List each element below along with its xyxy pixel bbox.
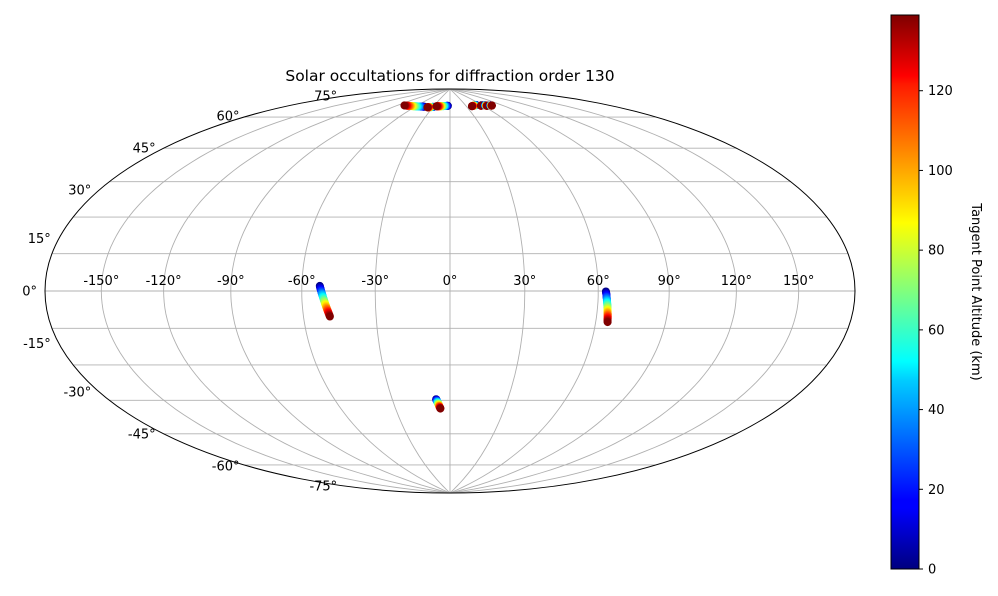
occultation-point <box>432 102 441 111</box>
lon-tick-label: -150° <box>83 274 119 289</box>
lat-tick-label: -15° <box>23 337 51 352</box>
lat-tick-label: 60° <box>216 110 239 125</box>
occultation-point <box>423 103 432 112</box>
lon-tick-label: 150° <box>783 274 814 289</box>
lon-tick-label: 30° <box>513 274 536 289</box>
lon-tick-label: -120° <box>146 274 182 289</box>
lon-tick-label: -60° <box>288 274 316 289</box>
lon-tick-label: 0° <box>443 274 458 289</box>
chart-title: Solar occultations for diffraction order… <box>285 67 614 85</box>
lat-tick-label: -30° <box>64 386 92 401</box>
occultation-point <box>325 312 334 321</box>
lat-tick-label: -75° <box>309 480 337 495</box>
lat-tick-label: -60° <box>212 459 240 474</box>
lon-tick-label: -90° <box>217 274 245 289</box>
colorbar-label: Tangent Point Altitude (km) <box>968 202 983 380</box>
lon-tick-label: 90° <box>658 274 681 289</box>
occultation-point <box>487 101 496 110</box>
lat-tick-label: -45° <box>128 427 156 442</box>
lat-tick-label: 0° <box>22 285 37 300</box>
lat-tick-label: 75° <box>314 89 337 104</box>
occultation-point <box>400 101 409 110</box>
colorbar-tick-label: 0 <box>928 563 936 578</box>
latitude-tick-labels: 75° 60° 45° 30° 15° 0° -15° -30° -45° -60° -75° <box>22 89 337 494</box>
lon-tick-label: 120° <box>721 274 752 289</box>
lat-tick-label: 30° <box>68 184 91 199</box>
occultation-points <box>315 101 612 413</box>
colorbar-gradient <box>890 14 920 570</box>
colorbar-tick-label: 40 <box>928 403 945 418</box>
colorbar-tick-label: 60 <box>928 323 945 338</box>
occultation-point <box>467 102 476 111</box>
colorbar-tick-label: 20 <box>928 483 945 498</box>
lat-tick-label: 45° <box>133 142 156 157</box>
map-outline <box>44 88 856 494</box>
colorbar: 0 20 40 60 80 100 120 Tangent Point Altitude (… <box>890 14 983 578</box>
occultation-point <box>436 404 445 413</box>
occultation-point <box>603 318 612 327</box>
map-area: -150° -120° -90° -60° -30° 0° 30° 60° 90° 120° 150… <box>22 88 856 495</box>
longitude-tick-labels: -150° -120° -90° -60° -30° 0° 30° 60° 90° 120° 150… <box>83 274 814 289</box>
lat-tick-label: 15° <box>28 232 51 247</box>
lon-tick-label: 60° <box>587 274 610 289</box>
colorbar-tick-label: 120 <box>928 84 953 99</box>
colorbar-tick-label: 100 <box>928 164 953 179</box>
lon-tick-label: -30° <box>361 274 389 289</box>
colorbar-ticks: 0 20 40 60 80 100 120 <box>919 84 953 578</box>
colorbar-tick-label: 80 <box>928 244 945 259</box>
